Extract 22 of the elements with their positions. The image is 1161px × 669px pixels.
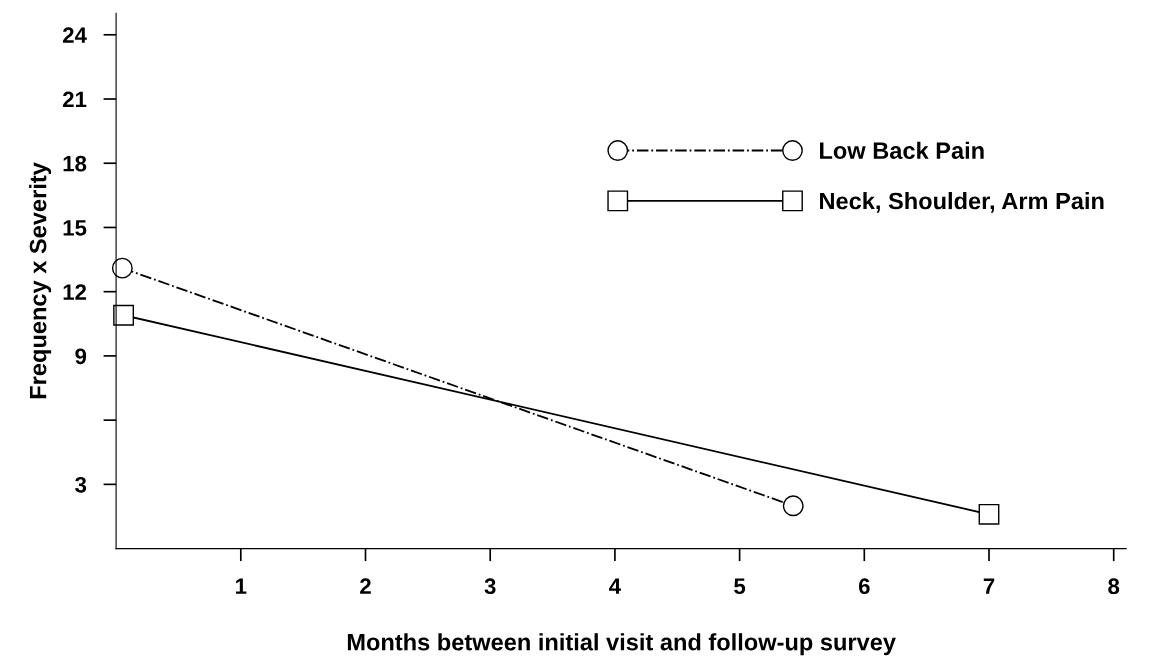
x-tick-label: 8 [1108, 578, 1120, 595]
x-tick-label: 1 [236, 578, 247, 594]
point [782, 495, 804, 517]
x-tick-label: 7 [983, 578, 995, 594]
legend-label: Low Back Pain [820, 141, 984, 160]
x-tick-label: 2 [360, 578, 371, 594]
x-axis-title: Months between initial visit and follow-up survey [347, 633, 896, 656]
y-tick-label: 15 [63, 220, 87, 236]
point [978, 503, 1000, 525]
x-tick-label: 5 [734, 578, 746, 595]
y-tick-label: 3 [75, 476, 87, 493]
y-axis-title: Frequency x Severity [29, 162, 52, 399]
x-tick-label: 3 [484, 578, 496, 595]
y-tick-label: 18 [63, 155, 87, 172]
y-tick-label: 24 [62, 27, 87, 43]
point [113, 304, 134, 326]
x-tick-label: 4 [609, 578, 621, 594]
y-tick-label: 12 [63, 284, 87, 300]
y-tick-label: 21 [62, 91, 87, 108]
x-tick-label: 6 [858, 578, 870, 595]
legend-label: Neck, Shoulder, Arm Pain [820, 192, 1104, 213]
y-tick-label: 9 [75, 348, 87, 365]
